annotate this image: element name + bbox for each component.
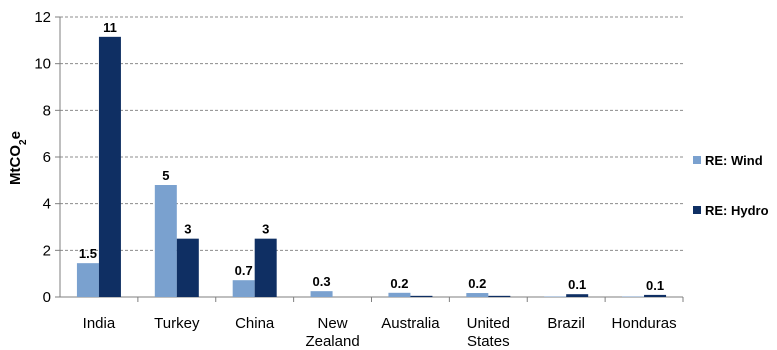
legend: RE: Wind RE: Hydro: [693, 153, 769, 218]
data-label: 3: [184, 222, 191, 237]
bar-hydro: [176, 238, 199, 297]
bar-hydro: [254, 238, 277, 297]
legend-label: RE: Hydro: [705, 203, 769, 218]
y-tick-label: 2: [43, 242, 51, 259]
bars: [76, 36, 667, 297]
bar-hydro: [566, 294, 589, 297]
x-tick-label: India: [83, 315, 116, 332]
category-labels: India Turkey China New Zealand Australia Unite…: [83, 315, 677, 350]
data-label: 5: [162, 168, 169, 183]
legend-swatch: [693, 156, 701, 164]
bar-wind: [310, 291, 333, 297]
x-tick-label: Brazil: [547, 315, 585, 332]
data-labels: 1.5 11 5 3 0.7 3 0.3 0.2 0.2 0.1 0.1: [79, 20, 664, 293]
legend-swatch: [693, 206, 701, 214]
y-axis-title: MtCO2e: [7, 131, 29, 185]
data-label: 0.1: [568, 277, 586, 292]
bar-wind: [232, 280, 255, 297]
y-tick-label: 8: [43, 102, 51, 119]
data-label: 0.2: [390, 276, 408, 291]
x-tick-label: Australia: [381, 315, 440, 332]
data-label: 0.2: [468, 276, 486, 291]
bar-hydro: [644, 294, 667, 297]
data-label: 0.3: [313, 274, 331, 289]
data-label: 1.5: [79, 246, 97, 261]
x-tick-label: China: [235, 315, 275, 332]
bar-wind: [76, 263, 99, 297]
data-label: 11: [103, 20, 117, 35]
bar-wind: [388, 292, 411, 297]
y-tick-label: 4: [43, 196, 51, 213]
bar-hydro: [98, 36, 121, 297]
legend-label: RE: Wind: [705, 153, 763, 168]
x-tick-label: United States: [467, 315, 510, 350]
gridlines: [60, 16, 683, 251]
y-tick-label: 10: [34, 56, 51, 73]
axes: [55, 16, 684, 302]
x-tick-label: New Zealand: [305, 315, 359, 350]
x-tick-label: Honduras: [612, 315, 677, 332]
y-tick-label: 0: [43, 289, 51, 306]
data-label: 0.1: [646, 278, 664, 293]
bar-wind: [466, 293, 489, 297]
bar-hydro: [488, 295, 511, 297]
x-tick-label: Turkey: [154, 315, 200, 332]
bar-wind: [154, 185, 177, 297]
data-label: 3: [262, 222, 269, 237]
bar-hydro: [410, 295, 433, 297]
y-tick-label: 6: [43, 149, 51, 166]
data-label: 0.7: [235, 263, 253, 278]
y-tick-label: 12: [34, 9, 51, 26]
y-tick-labels: 0 2 4 6 8 10 12: [34, 9, 51, 306]
